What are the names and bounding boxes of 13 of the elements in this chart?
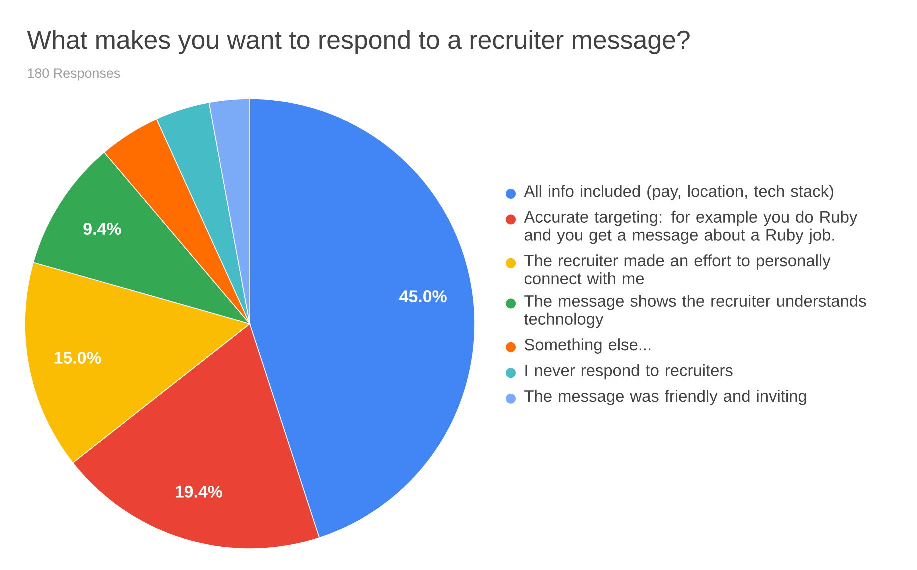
legend-label: Accurate targeting: for example you do Ruby and you get a message about a Ruby job. [524, 210, 858, 244]
legend-label: Something else... [524, 338, 651, 354]
data-label: 19.4% [176, 486, 222, 498]
legend-label: All info included (pay, location, tech stack) [524, 185, 834, 201]
legend-label: I never respond to recruiters [526, 364, 733, 380]
legend-label: The recruiter made an effort to personally connect with me [524, 254, 831, 285]
data-label: 15.0% [54, 352, 102, 364]
chart-title: What makes you want to respond to a recruiter message? [27, 30, 690, 54]
chart-subtitle: 180 Responses [28, 68, 120, 81]
legend-label: The message shows the recruiter understands technology [524, 294, 866, 328]
legend-label: The message was friendly and inviting [524, 390, 806, 406]
data-label: 9.4% [84, 223, 122, 236]
data-label: 45.0% [400, 290, 447, 303]
